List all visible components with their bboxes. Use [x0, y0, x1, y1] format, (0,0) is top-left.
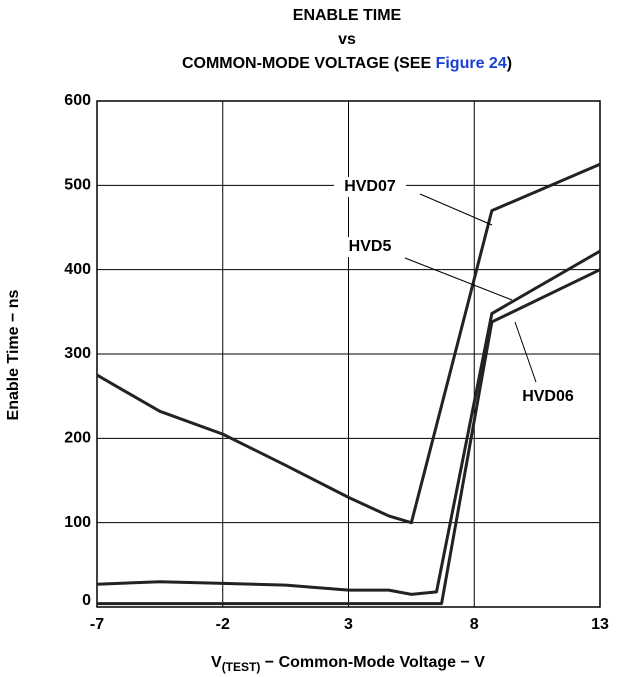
- x-axis-label: V(TEST) − Common-Mode Voltage − V: [211, 654, 485, 674]
- series-line: [96, 162, 601, 525]
- y-tick-label: 400: [64, 261, 91, 278]
- plot-frame: [96, 100, 601, 608]
- label-bg: [510, 387, 586, 407]
- x-tick-label: 3: [344, 616, 353, 633]
- figure-link[interactable]: Figure 24: [436, 55, 507, 72]
- y-tick-label: 500: [64, 177, 91, 194]
- y-tick-label: 100: [64, 514, 91, 531]
- y-tick-label: 600: [64, 92, 91, 109]
- title-part: COMMON-MODE VOLTAGE (SEE: [182, 55, 436, 72]
- y-tick-label: 300: [64, 345, 91, 362]
- x-tick-label: 13: [591, 616, 609, 633]
- series-line: [97, 268, 601, 606]
- y-tick-label: 200: [64, 430, 91, 447]
- leader-line: [419, 193, 493, 226]
- x-tick-label: -7: [90, 616, 104, 633]
- x-label-sub: (TEST): [222, 660, 261, 674]
- title-part: ): [507, 55, 512, 72]
- chart-title: ENABLE TIME: [293, 7, 402, 24]
- x-tick-label: -2: [216, 616, 230, 633]
- x-label-part: V: [211, 654, 222, 671]
- y-axis-label: Enable Time − ns: [5, 289, 22, 420]
- label-bg: [334, 177, 406, 197]
- y-tick-label: 0: [82, 592, 91, 609]
- series-line: [96, 249, 601, 596]
- series-label: HVD07: [344, 178, 396, 195]
- series-label: HVD06: [522, 388, 574, 405]
- chart-title: vs: [338, 31, 356, 48]
- leader-line: [404, 257, 513, 301]
- label-bg: [340, 237, 400, 257]
- x-tick-label: 8: [470, 616, 479, 633]
- chart-title: COMMON-MODE VOLTAGE (SEE Figure 24): [182, 55, 512, 72]
- x-label-part: − Common-Mode Voltage − V: [260, 654, 485, 671]
- series-label: HVD5: [349, 238, 392, 255]
- leader-line: [514, 321, 537, 383]
